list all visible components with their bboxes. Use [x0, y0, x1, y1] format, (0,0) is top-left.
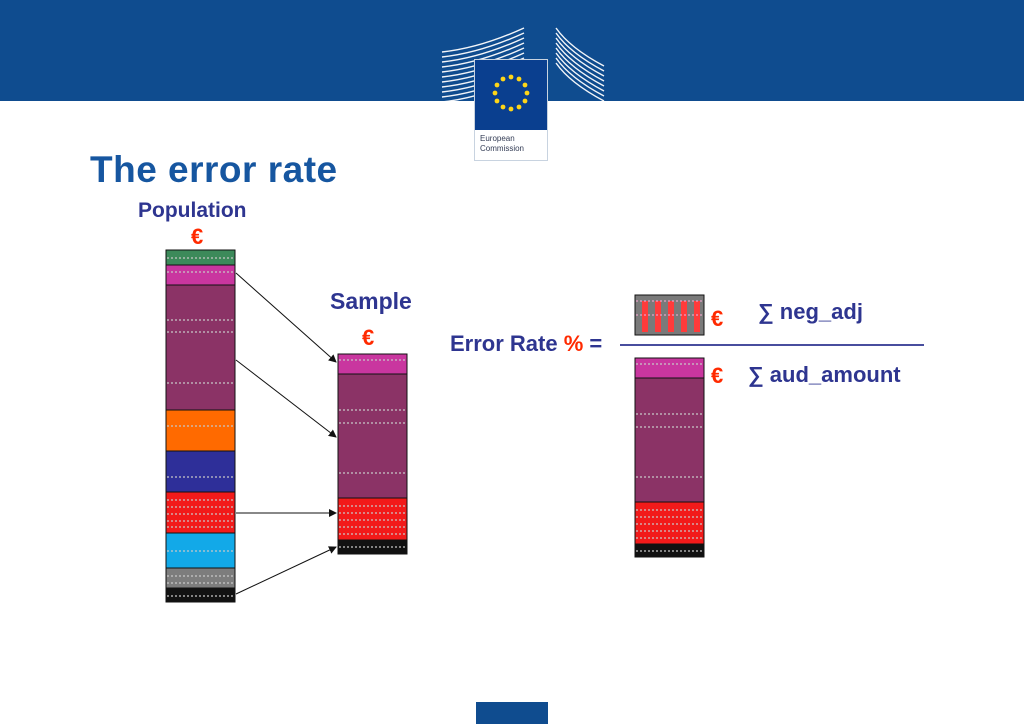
numerator-block: [634, 294, 705, 336]
equals-sign: =: [589, 331, 603, 356]
sample-segment-magenta: [337, 353, 408, 375]
logo-text: European Commission: [480, 134, 524, 154]
numerator-euro-icon: €: [711, 306, 724, 331]
eu-stars-icon: [492, 74, 530, 112]
denominator-label: ∑ aud_amount: [748, 362, 901, 387]
denominator-euro-icon: €: [711, 363, 724, 388]
pop-segment-plum: [165, 284, 236, 411]
eu-flag-icon: [475, 60, 547, 130]
sample-label: Sample: [330, 288, 412, 314]
pop-segment-red: [165, 491, 236, 534]
error-rate-text: Error Rate: [450, 331, 558, 356]
denom-segment-magenta: [634, 357, 705, 379]
pop-segment-grey: [165, 567, 236, 589]
population-column: [165, 249, 236, 603]
denom-segment-red: [634, 501, 705, 545]
sample-segment-red: [337, 497, 408, 541]
population-label: Population: [138, 199, 247, 222]
arrow-black: [235, 546, 337, 595]
population-euro-icon: €: [191, 224, 204, 249]
denom-segment-plum: [634, 377, 705, 503]
footer-tab: [476, 702, 548, 724]
arrow-magenta: [235, 272, 337, 363]
arrow-plum: [235, 359, 337, 438]
error-rate-label: Error Rate % =: [450, 331, 602, 357]
denominator-column: [634, 357, 705, 558]
pop-segment-indigo: [165, 450, 236, 493]
european-commission-logo: European Commission: [440, 26, 606, 161]
pop-segment-magenta: [165, 264, 236, 286]
numerator-label: ∑ neg_adj: [758, 299, 863, 324]
slide-title: The error rate: [90, 149, 338, 190]
logo-text-line2: Commission: [480, 144, 525, 153]
neg-adj-red-bars: [642, 301, 700, 332]
pop-segment-orange: [165, 409, 236, 452]
sample-segment-plum: [337, 373, 408, 499]
logo-text-line1: European: [480, 134, 515, 143]
sample-column: [337, 353, 408, 555]
percent-sign: %: [563, 331, 584, 356]
sampling-arrows: [235, 272, 337, 595]
logo-box: European Commission: [474, 59, 548, 161]
pop-segment-black: [165, 587, 236, 603]
sample-euro-icon: €: [362, 325, 375, 350]
